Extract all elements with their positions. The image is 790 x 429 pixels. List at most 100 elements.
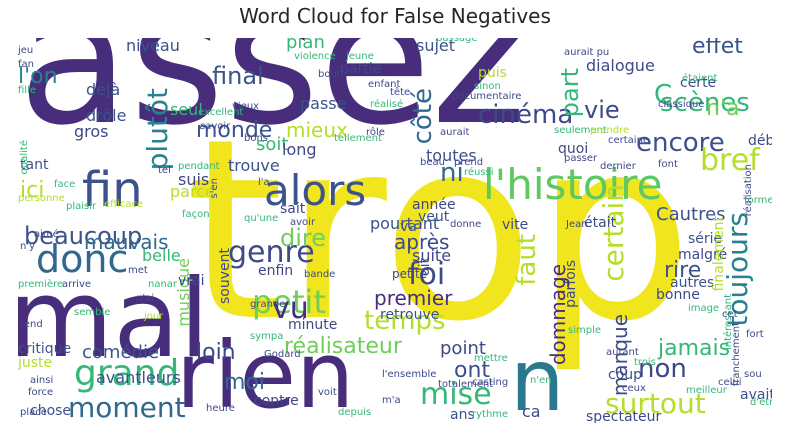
cloud-word: premier	[374, 286, 453, 310]
word-cloud: assez trop mal rien n fin alors l'histoire donc g…	[18, 38, 772, 423]
cloud-word: réalisation	[743, 164, 754, 217]
cloud-word: veut	[418, 209, 450, 225]
cloud-word: dire	[280, 224, 327, 252]
cloud-word: niveau	[126, 38, 180, 55]
cloud-word: certain	[597, 184, 630, 282]
cloud-word: jamais	[658, 336, 731, 361]
cloud-word: long	[282, 140, 317, 159]
cloud-word: gros	[74, 122, 109, 141]
cloud-word: classique	[658, 99, 705, 110]
cloud-word: première	[18, 279, 64, 290]
cloud-word: comédie	[82, 342, 160, 363]
cloud-word: façon	[182, 209, 210, 220]
cloud-word: ca	[522, 402, 541, 421]
cloud-word: plan	[286, 38, 325, 53]
cloud-word: tellement	[334, 133, 382, 144]
cloud-word: malgré	[678, 247, 728, 263]
cloud-word: image	[688, 303, 720, 314]
cloud-word: m'a	[382, 395, 401, 406]
cloud-word: aimé	[34, 229, 59, 240]
cloud-word: petit	[252, 283, 326, 321]
cloud-word: sympa	[250, 331, 284, 342]
cloud-word: temps	[364, 306, 446, 336]
cloud-word: réussi	[464, 167, 494, 178]
cloud-word: juste	[18, 355, 53, 371]
cloud-word: ainsi	[30, 375, 54, 386]
cloud-word: l'a	[258, 177, 270, 188]
cloud-word: puis	[478, 65, 507, 81]
cloud-word: efficace	[104, 199, 144, 210]
cloud-word: final	[212, 62, 264, 90]
cloud-word: autres	[670, 275, 715, 291]
cloud-word: cinéma	[478, 100, 574, 130]
cloud-word: forme	[744, 195, 772, 206]
cloud-word: passer	[564, 153, 598, 164]
cloud-word: fort	[746, 329, 764, 340]
cloud-word: avoir	[290, 217, 316, 228]
cloud-word: personne	[18, 193, 65, 204]
cloud-word: côté	[408, 88, 438, 145]
cloud-word: critique	[18, 341, 72, 357]
cloud-word: qu'une	[244, 213, 279, 224]
cloud-word: casting	[472, 377, 509, 388]
cloud-word: série	[688, 231, 723, 247]
cloud-word: passage	[436, 38, 478, 44]
cloud-word: force	[28, 387, 54, 398]
cloud-word: dialogue	[586, 56, 655, 75]
cloud-word: simple	[568, 325, 602, 336]
cloud-word: bonne	[656, 287, 700, 303]
cloud-word: face	[54, 179, 76, 190]
cloud-word: fille	[18, 85, 37, 96]
cloud-word: prendre	[590, 125, 630, 136]
cloud-word: faut	[512, 234, 542, 286]
cloud-word: non	[638, 354, 687, 384]
cloud-word: fin	[82, 162, 143, 218]
cloud-word: trop	[186, 85, 693, 376]
cloud-word: partie	[340, 61, 382, 77]
cloud-word: rien	[176, 322, 355, 423]
cloud-word: mise	[420, 377, 492, 412]
cloud-word: année	[412, 197, 456, 213]
cloud-word: ici	[20, 178, 45, 203]
cloud-word: mal	[18, 257, 210, 382]
cloud-word: petite	[392, 267, 428, 281]
cloud-word: retrouve	[380, 307, 440, 323]
cloud-word: minute	[288, 317, 338, 333]
cloud-word: totalement	[438, 379, 494, 390]
cloud-word: drôle	[86, 106, 127, 125]
cloud-word: autant	[606, 347, 639, 358]
cloud-word: dernier	[600, 161, 636, 172]
cloud-word: documentaire	[452, 91, 522, 102]
cloud-word: tant	[20, 157, 49, 173]
cloud-word: aurait	[440, 127, 470, 138]
cloud-word: Jean	[566, 219, 588, 230]
cloud-word: l'on	[18, 64, 58, 89]
cloud-word: ceux	[622, 383, 646, 394]
cloud-word: place	[20, 407, 47, 418]
cloud-word: début	[748, 133, 772, 149]
cloud-word: beau	[420, 157, 445, 168]
cloud-word: trouve	[228, 156, 280, 175]
cloud-word: beaucoup	[24, 222, 143, 250]
chart-title: Word Cloud for False Negatives	[239, 4, 551, 28]
cloud-word: seul	[170, 100, 203, 119]
cloud-word: grand	[74, 353, 180, 394]
cloud-word: point	[440, 338, 486, 359]
cloud-word: font	[658, 159, 678, 170]
cloud-word: vie	[584, 96, 620, 124]
cloud-word: voit	[318, 387, 337, 398]
cloud-word: mauvais	[84, 230, 169, 254]
cloud-word: rend	[20, 319, 43, 330]
cloud-word: plaisir	[66, 201, 97, 212]
cloud-word: parfois	[563, 260, 579, 308]
cloud-word: C	[654, 80, 673, 110]
cloud-word: moment	[68, 391, 186, 423]
cloud-word: celui	[718, 377, 742, 388]
cloud-word: donc	[36, 237, 129, 281]
cloud-word: bref	[700, 143, 760, 178]
cloud-word: certaine	[608, 135, 650, 146]
cloud-word: enfant	[368, 79, 401, 90]
cloud-word: bons	[244, 133, 269, 144]
cloud-word: surtout	[605, 387, 706, 420]
cloud-word: n	[510, 331, 565, 423]
